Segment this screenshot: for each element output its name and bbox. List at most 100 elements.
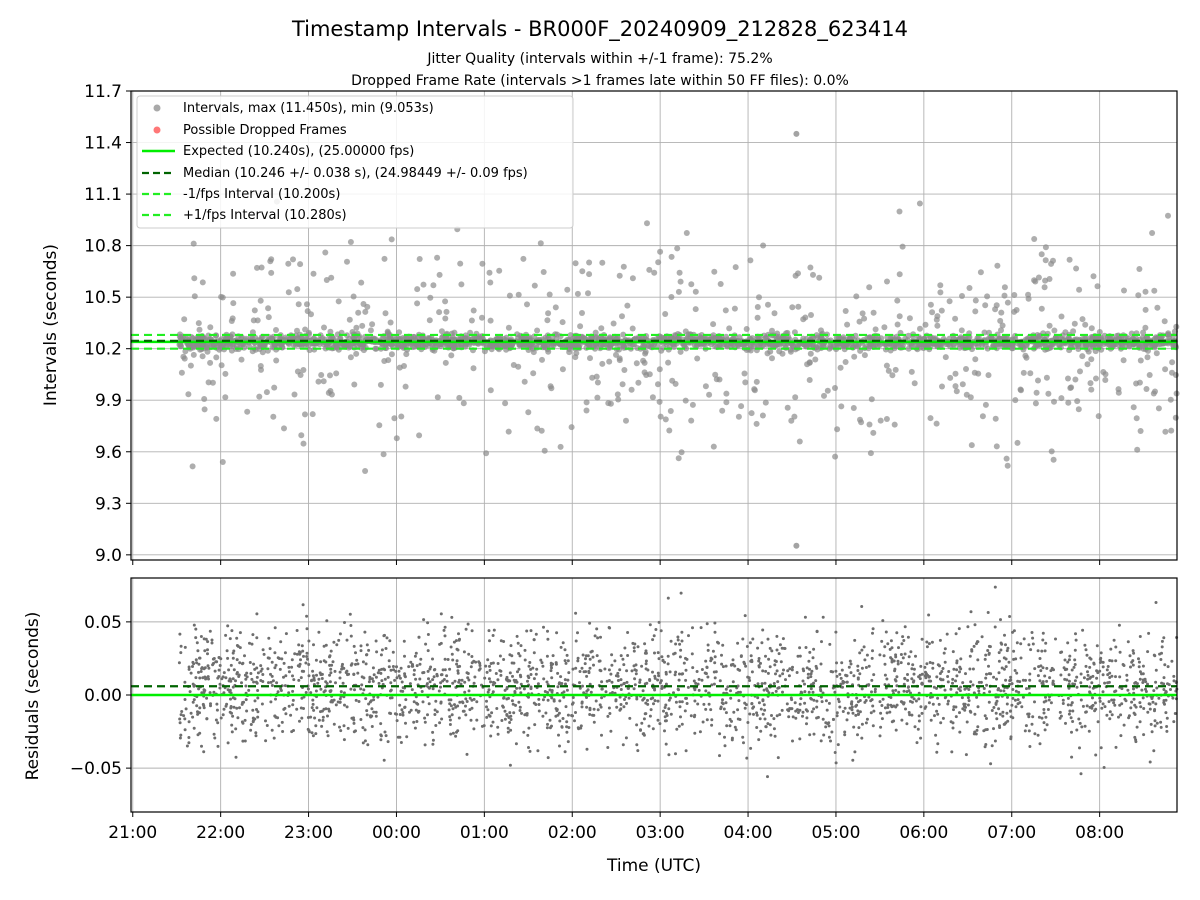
residual-point	[183, 728, 187, 732]
residual-point	[424, 684, 428, 688]
residual-point	[522, 687, 526, 691]
residual-point	[273, 626, 277, 630]
residual-point	[936, 742, 940, 746]
residual-point	[307, 674, 311, 678]
residual-point	[1127, 716, 1131, 720]
residual-point	[496, 662, 500, 665]
interval-point	[487, 317, 494, 324]
interval-point	[911, 380, 918, 387]
residual-point	[267, 636, 271, 640]
interval-point	[908, 368, 915, 375]
residual-point	[329, 667, 333, 671]
residual-point	[354, 651, 357, 655]
residual-point	[460, 700, 464, 704]
residual-point	[632, 649, 636, 653]
residual-point	[571, 667, 575, 671]
interval-point	[1140, 329, 1147, 336]
residual-point	[528, 661, 532, 664]
interval-point	[377, 381, 384, 388]
interval-point	[564, 286, 571, 293]
residual-point	[338, 670, 342, 674]
interval-point	[844, 321, 851, 328]
interval-point	[642, 350, 649, 357]
residual-point	[916, 727, 920, 731]
residual-point	[733, 664, 737, 668]
residual-point	[317, 718, 321, 722]
residual-point	[657, 657, 661, 661]
residual-point	[1088, 685, 1092, 689]
residual-point	[903, 625, 907, 629]
residual-point	[396, 735, 400, 739]
residual-point	[339, 729, 343, 733]
interval-point	[993, 443, 1000, 450]
residual-point	[770, 649, 774, 653]
residual-point	[221, 675, 225, 679]
residual-point	[1091, 674, 1095, 678]
residual-point	[400, 708, 404, 712]
interval-point	[434, 394, 441, 401]
residual-point	[995, 677, 998, 681]
interval-point	[747, 257, 754, 264]
interval-point	[1120, 357, 1127, 364]
residual-point	[208, 691, 212, 695]
residual-point	[1024, 678, 1027, 682]
interval-point	[302, 411, 308, 418]
residual-point	[523, 648, 527, 652]
residual-point	[815, 699, 819, 703]
residual-point	[781, 672, 785, 676]
residual-point	[1117, 623, 1121, 627]
residual-point	[710, 723, 714, 727]
residual-point	[775, 634, 779, 638]
residual-point	[968, 667, 972, 671]
residual-point	[509, 714, 513, 718]
residual-point	[773, 734, 777, 738]
residual-point	[763, 681, 767, 685]
interval-point	[502, 400, 509, 407]
residual-point	[699, 626, 703, 630]
interval-point	[448, 352, 455, 359]
residual-point	[884, 630, 888, 634]
residual-point	[904, 707, 907, 711]
interval-point	[992, 415, 999, 422]
interval-point	[594, 394, 601, 401]
residual-point	[1025, 687, 1028, 691]
residual-point	[470, 655, 474, 658]
residual-point	[1113, 690, 1117, 694]
interval-point	[710, 321, 717, 328]
interval-point	[300, 367, 307, 373]
residual-point	[542, 677, 546, 681]
interval-point	[1058, 395, 1065, 402]
residual-point	[363, 630, 367, 634]
residual-point	[678, 672, 681, 676]
residual-point	[216, 721, 220, 725]
interval-point	[230, 300, 237, 307]
residual-point	[352, 721, 356, 725]
interval-point	[938, 307, 945, 314]
residual-point	[722, 707, 726, 711]
residual-point	[1001, 714, 1005, 718]
residual-point	[1152, 689, 1156, 693]
residual-point	[593, 634, 597, 638]
residual-point	[219, 716, 223, 720]
interval-point	[668, 253, 675, 260]
interval-point	[327, 372, 333, 379]
residual-point	[773, 663, 777, 667]
interval-point	[524, 342, 531, 349]
interval-point	[832, 385, 838, 391]
residual-point	[845, 718, 849, 722]
interval-point	[189, 463, 196, 470]
residual-point	[431, 678, 435, 682]
residual-point	[763, 717, 767, 721]
interval-point	[199, 279, 206, 286]
residual-point	[860, 666, 864, 670]
residual-point	[918, 673, 922, 677]
residual-point	[1130, 700, 1134, 704]
interval-point	[1079, 316, 1086, 323]
residual-point	[642, 696, 646, 700]
interval-point	[359, 322, 366, 329]
interval-point	[937, 289, 944, 296]
interval-point	[997, 317, 1004, 324]
residual-point	[803, 682, 806, 686]
interval-point	[635, 379, 642, 386]
residual-point	[555, 631, 559, 635]
